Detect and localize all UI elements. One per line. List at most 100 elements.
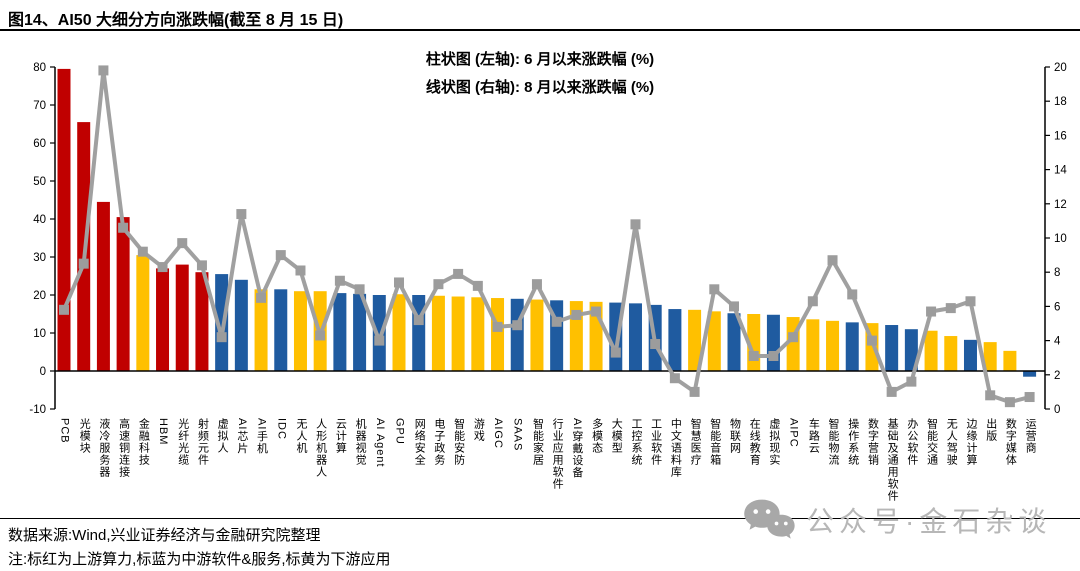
bar-操作系统 [845,322,859,371]
line-marker-网络安全 [413,315,424,326]
line-marker-智能交通 [926,306,937,317]
chart-plot: -10 0 10 20 30 40 50 60 70 80 0 2 4 6 8 10 12 14 16 18 20 [29,62,1067,416]
bar-智慧医疗 [688,309,702,371]
line-marker-物联网 [729,301,740,312]
legend-line-series: 线状图 (右轴): 8 月以来涨跌幅 (%) [425,79,655,96]
line-marker-SAAS [512,320,523,331]
bar-AI Agent [372,295,386,371]
bar-无人机 [293,291,307,371]
bar-数字媒体 [1003,350,1017,371]
line-marker-数字营销 [866,335,877,346]
right-axis-tick-label: 6 [1054,301,1060,313]
line-marker-人形机器人 [315,330,326,341]
right-axis-tick-label: 8 [1054,267,1060,279]
line-marker-IDC [275,250,286,261]
bar-IDC [274,289,288,371]
bar-办公软件 [904,329,918,371]
bar-车路云 [806,319,820,371]
line-marker-游戏 [472,280,483,291]
line-marker-AI手机 [256,292,267,303]
line-marker-AI Agent [374,335,385,346]
line-marker-智能家居 [531,279,542,290]
bar-AI手机 [254,289,268,371]
left-axis-tick-label: 20 [33,290,46,302]
line-marker-在线教育 [748,350,759,361]
line-marker-AI穿戴设备 [571,309,582,320]
bar-AI芯片 [234,279,248,371]
bar-智能交通 [924,330,938,371]
color-note: 注:标红为上游算力,标蓝为中游软件&服务,标黄为下游应用 [8,551,391,568]
legend-bar-series: 柱状图 (左轴): 6 月以来涨跌幅 (%) [425,51,655,68]
bar-高速铜连接 [116,217,130,371]
right-axis-tick-label: 12 [1054,199,1067,211]
line-marker-云计算 [334,275,345,286]
line-marker-出版 [985,390,996,401]
line-marker-工业软件 [650,339,661,350]
right-axis-tick-label: 2 [1054,370,1060,382]
line-marker-数字媒体 [1004,397,1015,408]
page-title: 图14、AI50 大细分方向涨跌幅(截至 8 月 15 日) [0,0,1080,31]
line-marker-光纤光缆 [177,238,188,249]
line-marker-PCB [59,304,69,315]
line-marker-高速铜连接 [118,222,129,233]
left-axis-tick-label: 10 [33,328,46,340]
line-marker-AIGC [492,321,503,332]
line-marker-无人驾驶 [945,303,956,314]
bar-运营商 [1023,371,1037,377]
right-axis-tick-label: 18 [1054,96,1067,108]
line-marker-智能物流 [827,255,838,266]
bar-AIGC [491,298,505,371]
bar-云计算 [333,293,347,371]
bar-液冷服务器 [96,201,110,371]
line-marker-电子政务 [433,279,444,290]
line-marker-无人机 [295,265,306,276]
bar-虚拟人 [215,274,229,371]
bar-出版 [983,342,997,371]
line-marker-多模态 [591,306,602,317]
line-marker-大模型 [610,347,621,358]
right-axis-tick-label: 14 [1054,165,1067,177]
left-axis-tick-label: 40 [33,214,46,226]
line-marker-行业应用软件 [551,316,562,327]
right-axis-tick-label: 0 [1054,404,1060,416]
bar-SAAS [510,298,524,371]
line-marker-边缘计算 [965,296,976,307]
bar-智能家居 [530,299,544,371]
line-marker-HBM [157,262,168,273]
line-marker-工控系统 [630,219,641,230]
line-marker-机器视觉 [354,284,365,295]
bar-HBM [156,268,170,371]
right-axis-tick-label: 4 [1054,336,1061,348]
line-marker-智能安防 [453,268,464,279]
bar-智能安防 [451,296,465,371]
bar-射频元件 [195,272,209,371]
line-marker-办公软件 [906,376,917,387]
chart-canvas: 柱状图 (左轴): 6 月以来涨跌幅 (%) 线状图 (右轴): 8 月以来涨跌… [0,34,1080,518]
bar-智能音箱 [707,311,721,371]
left-axis-tick-label: 80 [33,62,46,74]
line-marker-操作系统 [847,289,858,300]
bar-PCB [57,68,71,372]
left-axis-tick-label: 30 [33,252,46,264]
bar-GPU [392,294,406,371]
watermark: 公众号·金石杂谈 [742,497,1051,543]
line-marker-AI芯片 [236,209,247,220]
line-marker-虚拟现实 [768,350,779,361]
bar-中文语料库 [668,309,682,371]
left-axis-tick-label: 60 [33,138,46,150]
left-axis-tick-label: -10 [29,404,46,416]
left-axis-tick-label: 50 [33,176,46,188]
bar-电子政务 [431,295,445,371]
bar-金融科技 [136,255,150,371]
right-axis-tick-label: 16 [1054,130,1067,142]
bar-基础及通用软件 [885,325,899,371]
watermark-text: 公众号·金石杂谈 [806,506,1052,537]
bar-智能物流 [826,320,840,371]
line-marker-智慧医疗 [689,386,700,397]
wechat-icon [744,499,795,539]
left-axis-tick-label: 0 [40,366,46,378]
data-source: 数据来源:Wind,兴业证券经济与金融研究院整理 [8,527,321,544]
trend-line [62,68,1031,405]
right-axis-tick-label: 20 [1054,62,1067,74]
